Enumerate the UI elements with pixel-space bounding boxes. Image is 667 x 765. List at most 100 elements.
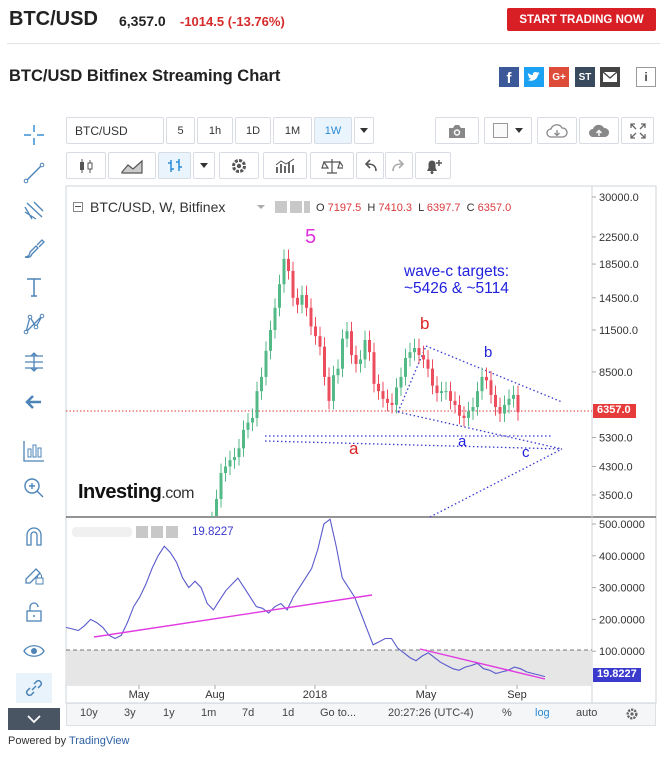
- measure-icon[interactable]: [16, 436, 52, 466]
- legend-close: 6357.0: [477, 202, 512, 214]
- range-1m[interactable]: 1m: [201, 707, 217, 719]
- chart-type-candles-button[interactable]: [66, 152, 106, 179]
- candle-body: [417, 348, 421, 356]
- candle-body: [467, 411, 470, 418]
- load-chart-button[interactable]: [537, 117, 577, 144]
- tradingview-link[interactable]: TradingView: [68, 735, 130, 747]
- crosshair-icon[interactable]: [16, 120, 52, 150]
- candle-body: [422, 355, 425, 360]
- twitter-icon[interactable]: [524, 67, 544, 87]
- log-toggle[interactable]: log: [535, 707, 550, 719]
- settings-button[interactable]: [219, 152, 259, 179]
- chart-type-dropdown[interactable]: [193, 152, 215, 179]
- chart-type-area-button[interactable]: [108, 152, 156, 179]
- range-7d[interactable]: 7d: [242, 707, 255, 719]
- range-1y[interactable]: 1y: [163, 707, 175, 719]
- indicators-button[interactable]: [263, 152, 307, 179]
- stocktwits-icon[interactable]: ST: [575, 67, 595, 87]
- percent-toggle[interactable]: %: [502, 707, 512, 719]
- unlock-icon[interactable]: [16, 597, 52, 627]
- candle-body: [359, 359, 362, 364]
- candle-body: [273, 307, 277, 330]
- fullscreen-button[interactable]: [621, 117, 654, 144]
- interval-1w[interactable]: 1W: [314, 117, 352, 144]
- legend-low: 6397.7: [426, 202, 461, 214]
- price-tick-label: 30000.0: [599, 192, 639, 204]
- wave-b-red-label: b: [420, 314, 430, 333]
- last-price-tag: 6357.0: [597, 404, 631, 416]
- draw-lock-icon[interactable]: [16, 560, 52, 590]
- range-10y[interactable]: 10y: [80, 707, 98, 719]
- last-price-tag-bg: [593, 404, 636, 418]
- legend-settings-icon[interactable]: [290, 201, 302, 213]
- symbol-search-input[interactable]: BTC/USD: [66, 117, 164, 144]
- snapshot-button[interactable]: [435, 117, 479, 144]
- info-icon[interactable]: i: [636, 67, 656, 87]
- link-icon[interactable]: [16, 673, 52, 703]
- indicator-tick-label: 500.0000: [599, 519, 645, 531]
- interval-1d[interactable]: 1D: [235, 117, 271, 144]
- facebook-icon[interactable]: f: [499, 67, 519, 87]
- trend-line-icon[interactable]: [16, 158, 52, 188]
- indicator-settings-icon[interactable]: [151, 526, 163, 538]
- candle-body: [512, 394, 515, 399]
- chart-type-bars-button[interactable]: [158, 152, 191, 179]
- wave-a-red-label: a: [349, 439, 359, 458]
- interval-5[interactable]: 5: [166, 117, 195, 144]
- eye-icon[interactable]: [16, 636, 52, 666]
- indicator-close-icon[interactable]: [166, 526, 178, 538]
- magnet-icon[interactable]: [16, 522, 52, 552]
- interval-1h[interactable]: 1h: [197, 117, 233, 144]
- interval-1m[interactable]: 1M: [273, 117, 312, 144]
- indicator-last-tag: 19.8227: [597, 668, 637, 680]
- legend-collapse-icon[interactable]: [73, 202, 83, 212]
- candle-body: [462, 415, 466, 418]
- email-icon[interactable]: [600, 67, 620, 87]
- wave-a-lower-line: [264, 440, 563, 450]
- legend-close-icon[interactable]: [304, 201, 310, 213]
- pattern-tool-icon[interactable]: [16, 309, 52, 339]
- interval-dropdown[interactable]: [354, 117, 374, 144]
- candle-body: [287, 258, 290, 271]
- indicator-tick-label: 200.0000: [599, 614, 645, 626]
- range-3y[interactable]: 3y: [124, 707, 136, 719]
- candle-body: [494, 394, 497, 408]
- candle-body: [503, 404, 506, 414]
- legend-caret-icon[interactable]: [257, 205, 265, 209]
- google-plus-icon[interactable]: G+: [549, 67, 569, 87]
- fib-tool-icon[interactable]: [16, 196, 52, 226]
- indicator-band: [66, 650, 592, 685]
- bell-plus-icon: [427, 159, 442, 174]
- go-to-button[interactable]: Go to...: [320, 707, 357, 719]
- projection-tool-icon[interactable]: [16, 347, 52, 377]
- candle-body: [264, 350, 268, 377]
- bottom-settings-icon[interactable]: [625, 707, 639, 726]
- zoom-in-icon[interactable]: [16, 473, 52, 503]
- compare-button[interactable]: [310, 152, 354, 179]
- indicator-trend-up: [93, 594, 373, 638]
- legend-eye-icon[interactable]: [275, 201, 287, 213]
- legend-high: 7410.3: [378, 202, 413, 214]
- indicator-eye-icon[interactable]: [136, 526, 148, 538]
- candle-body: [395, 387, 398, 405]
- redo-icon: [392, 158, 405, 171]
- brush-icon[interactable]: [16, 234, 52, 264]
- candle-body: [246, 422, 250, 430]
- candle-body: [323, 346, 326, 377]
- candles-icon: [80, 158, 93, 173]
- save-chart-button[interactable]: [579, 117, 619, 144]
- auto-toggle[interactable]: auto: [576, 707, 598, 719]
- collapse-toolbar-button[interactable]: [8, 708, 60, 730]
- indicator-tick-label: 300.0000: [599, 583, 645, 595]
- text-tool-icon[interactable]: [16, 272, 52, 302]
- candle-body: [408, 352, 412, 358]
- wave-c-projection-line: [429, 448, 563, 518]
- back-arrow-icon[interactable]: [16, 387, 52, 417]
- redo-button[interactable]: [385, 152, 413, 179]
- chart-properties-button[interactable]: [484, 117, 532, 144]
- start-trading-button[interactable]: START TRADING NOW: [507, 8, 656, 31]
- undo-button[interactable]: [356, 152, 384, 179]
- range-1d[interactable]: 1d: [282, 707, 295, 719]
- alert-button[interactable]: [415, 152, 451, 179]
